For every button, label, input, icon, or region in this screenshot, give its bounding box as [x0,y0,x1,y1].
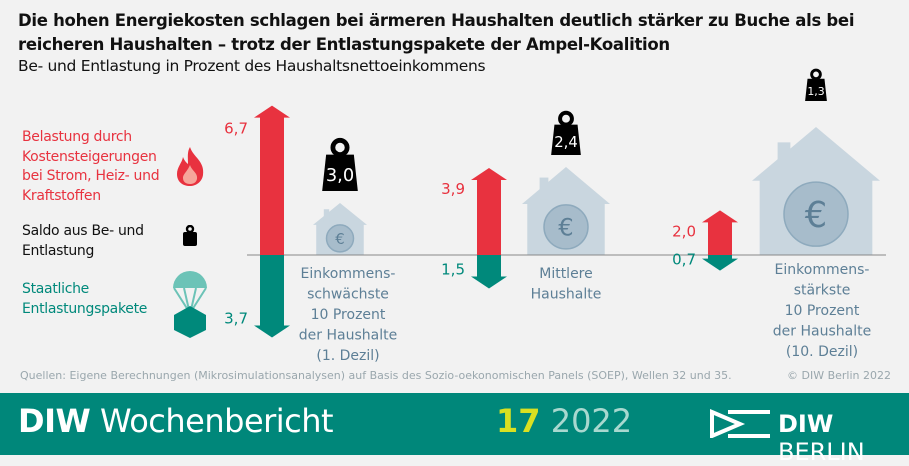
euro-sign: € [805,195,827,236]
euro-sign: € [558,214,573,242]
group-label: der Haushalte [773,324,871,340]
legend-relief: Staatliche Entlastungspakete [22,281,148,317]
brand-rest: Wochenbericht [90,402,334,440]
source-note: Quellen: Eigene Berechnungen (Mikrosimul… [20,369,732,382]
copyright: © DIW Berlin 2022 [787,369,891,382]
group-label: der Haushalte [299,328,397,344]
group-label: (10. Dezil) [786,344,858,360]
group-label: 10 Prozent [311,307,386,323]
house-chimney [323,209,330,223]
chart-title: Die hohen Energiekosten schlagen bei ärm… [18,11,855,54]
euro-coin-icon [783,181,849,247]
group-label: Haushalte [531,287,602,303]
footer-band [0,393,909,455]
weight-handle [558,110,574,127]
group-label: 10 Prozent [785,303,860,319]
parachute-package-icon [173,271,207,338]
balance-label: 2,4 [554,133,578,151]
issue-num: 17 [496,402,541,440]
relief-value: 1,5 [441,260,465,278]
chart-area: €3,0 €2,4 €1,3 6,7 3,7 Einkommens-schwächste 1… [224,68,886,364]
issue-number: 17 2022 [496,402,632,440]
diw-berlin-logo: DIW BERLIN [778,410,909,466]
euro-sign: € [335,230,344,248]
relief-value: 3,7 [224,310,248,328]
burden-arrow [254,105,290,255]
chart-subtitle: Be- und Entlastung in Prozent des Hausha… [18,57,486,75]
burden-value: 3,9 [441,180,465,198]
publication-title: DIW Wochenbericht [18,402,334,440]
burden-value: 6,7 [224,120,248,138]
legend-burden: Belastung durch Kostensteigerungen bei S… [22,129,160,204]
weight-icon [322,154,358,191]
house-chimney [777,142,791,175]
issue-year: 2022 [540,402,633,440]
relief-value: 0,7 [672,251,696,269]
group-label: Einkommens- [775,262,870,278]
balance-label: 1,3 [807,85,824,98]
burden-arrow [702,210,738,255]
group-label: Mittlere [539,266,593,282]
relief-arrow [254,255,290,338]
group-label: Einkommens- [301,266,396,282]
relief-arrow [702,255,738,271]
fire-icon [177,147,204,186]
house-chimney [539,177,549,200]
group-label: schwächste [307,287,389,303]
balance-label: 3,0 [326,165,354,186]
weight-handle [330,137,350,157]
group-label: (1. Dezil) [316,348,379,364]
brand-bold: DIW [18,402,91,440]
weight-icon [183,225,197,246]
logo-rest: BERLIN [778,438,865,466]
diw-logo-icon [710,408,770,438]
group-label: stärkste [794,283,851,299]
euro-coin-icon [543,204,589,250]
logo-bold: DIW [778,410,834,438]
weight-handle [810,68,822,81]
euro-coin-icon [325,224,355,253]
legend-balance: Saldo aus Be- und Entlastung [22,223,144,259]
relief-arrow [471,255,507,289]
burden-value: 2,0 [672,222,696,240]
burden-arrow [471,168,507,255]
weight-icon [551,124,581,155]
weight-icon [805,78,827,101]
